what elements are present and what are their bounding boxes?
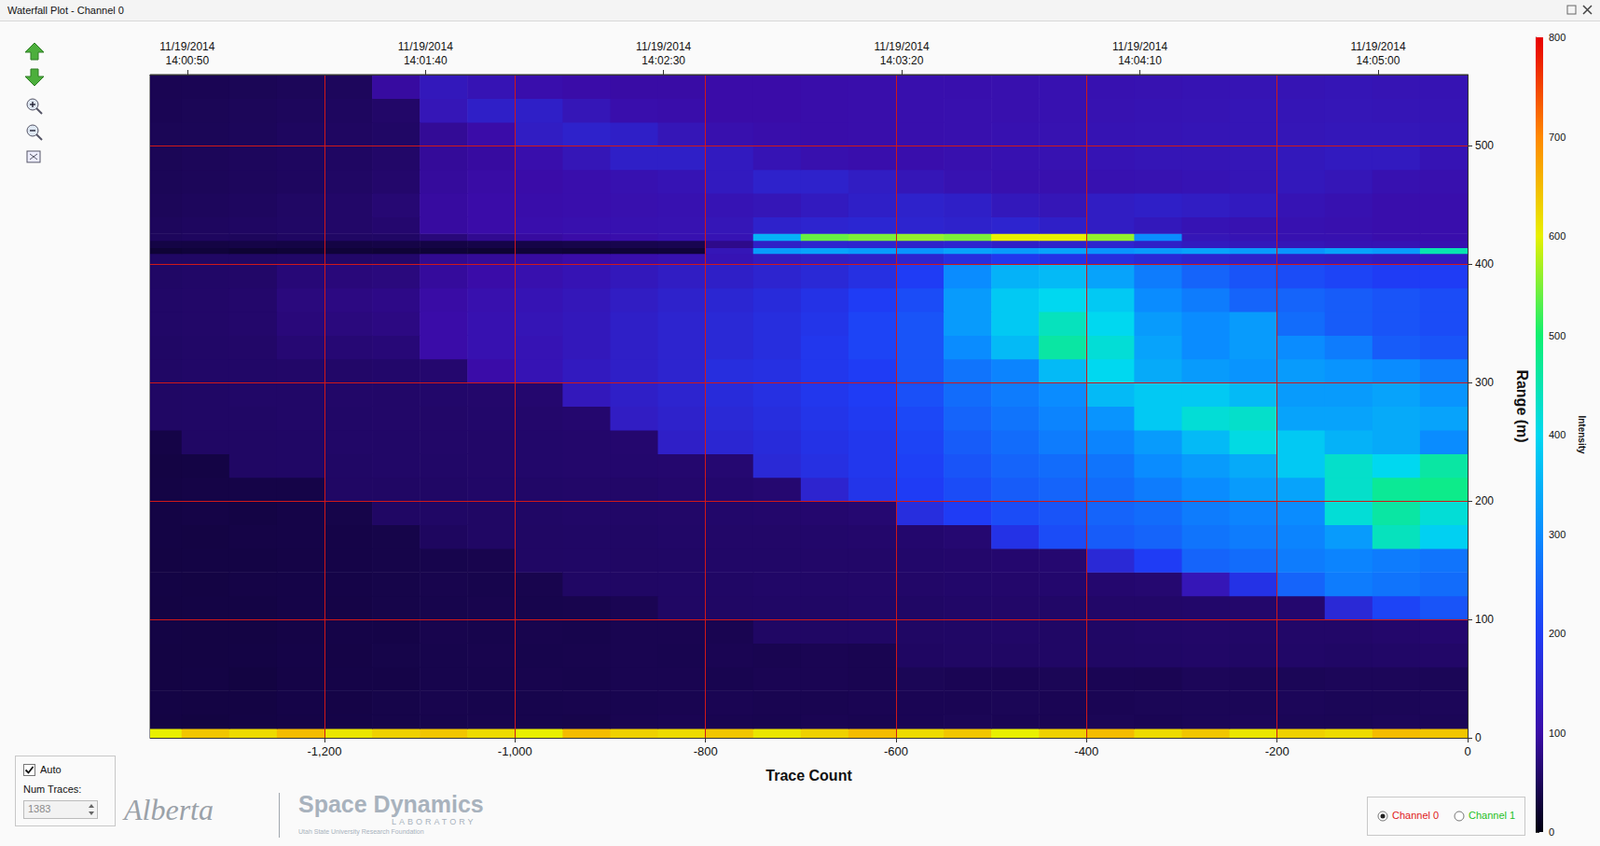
svg-text:100: 100 [1475, 612, 1494, 626]
svg-text:-400: -400 [1074, 744, 1099, 759]
svg-text:11/19/2014: 11/19/2014 [635, 40, 691, 54]
svg-text:700: 700 [1548, 131, 1566, 143]
svg-text:300: 300 [1548, 528, 1566, 540]
svg-text:200: 200 [1548, 627, 1566, 639]
svg-text:400: 400 [1548, 428, 1566, 441]
svg-text:-800: -800 [693, 744, 718, 759]
svg-text:500: 500 [1548, 330, 1566, 342]
html-text:Auto: Auto [40, 763, 62, 775]
svg-text:100: 100 [1548, 727, 1566, 739]
svg-text:14:03:20: 14:03:20 [880, 54, 925, 68]
svg-text:-200: -200 [1265, 744, 1290, 759]
svg-text:14:02:30: 14:02:30 [641, 54, 686, 68]
svg-text:400: 400 [1475, 257, 1494, 271]
svg-text:-1,000: -1,000 [497, 744, 533, 759]
svg-text:300: 300 [1475, 375, 1494, 389]
html-text:Num Traces:: Num Traces: [23, 783, 82, 795]
svg-text:14:01:40: 14:01:40 [403, 54, 448, 68]
svg-text:14:04:10: 14:04:10 [1117, 54, 1162, 68]
svg-text:600: 600 [1548, 230, 1566, 242]
svg-text:11/19/2014: 11/19/2014 [874, 40, 930, 54]
svg-text:14:00:50: 14:00:50 [165, 54, 209, 68]
svg-text:Trace Count: Trace Count [765, 767, 853, 784]
svg-text:0: 0 [1463, 744, 1471, 759]
svg-text:800: 800 [1548, 31, 1566, 43]
html-text:Space Dynamics: Space Dynamics [298, 790, 484, 817]
svg-text:0: 0 [1475, 731, 1482, 745]
html-text:Channel 1: Channel 1 [1468, 809, 1516, 821]
svg-text:11/19/2014: 11/19/2014 [1112, 40, 1168, 54]
svg-text:Range (m): Range (m) [1514, 369, 1531, 442]
svg-text:11/19/2014: 11/19/2014 [1350, 40, 1406, 54]
html-text:LABORATORY: LABORATORY [391, 816, 476, 827]
svg-text:-600: -600 [883, 744, 909, 759]
svg-text:14:05:00: 14:05:00 [1356, 54, 1401, 68]
svg-text:Intensity: Intensity [1576, 414, 1587, 455]
html-text:1383: 1383 [27, 802, 51, 814]
svg-text:200: 200 [1475, 494, 1494, 508]
html-text:Waterfall Plot - Channel 0: Waterfall Plot - Channel 0 [7, 4, 124, 16]
svg-text:-1,200: -1,200 [307, 744, 343, 759]
html-text:Channel 0: Channel 0 [1392, 809, 1439, 821]
svg-text:11/19/2014: 11/19/2014 [398, 40, 454, 54]
html-text:Utah State University Research: Utah State University Research Foundatio… [298, 827, 424, 835]
html-text:Alberta: Alberta [124, 792, 214, 827]
svg-text:500: 500 [1475, 138, 1494, 152]
svg-text:11/19/2014: 11/19/2014 [159, 40, 215, 54]
svg-text:0: 0 [1548, 826, 1555, 838]
